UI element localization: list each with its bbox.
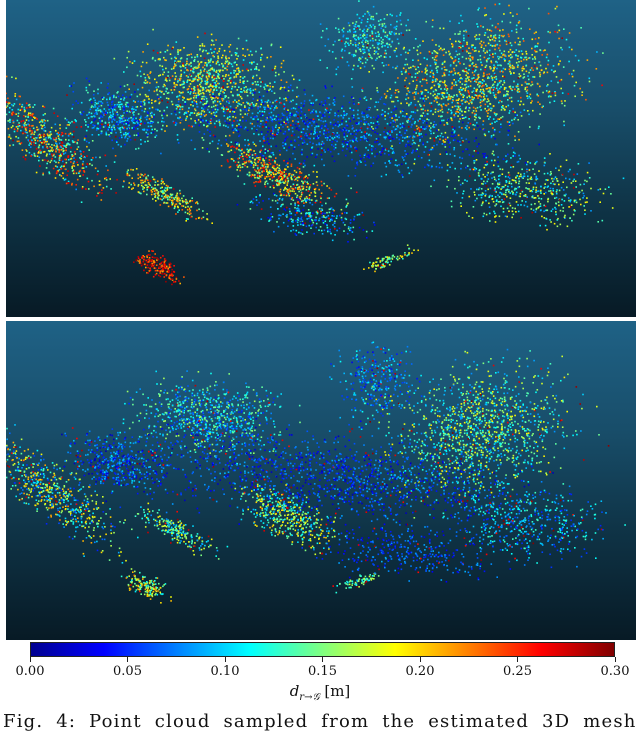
colorbar-tick-label: 0.20: [405, 664, 435, 679]
colorbar-tick-mark: [224, 657, 226, 662]
colorbar-tick-mark: [127, 657, 128, 662]
point-cloud-panel-bottom: [6, 321, 636, 640]
axis-label-subscript: r→𝒢: [299, 692, 320, 703]
point-cloud-top: [6, 0, 625, 286]
colorbar-tick-mark: [322, 657, 323, 662]
colorbar-axis-label: dr→𝒢 [m]: [0, 682, 640, 703]
colorbar-tick-label: 0.30: [600, 664, 630, 679]
colorbar-tick-mark: [614, 657, 616, 662]
colorbar-container: [30, 642, 615, 657]
colorbar-tick-label: 0.05: [113, 664, 142, 679]
point-cloud-points: [6, 0, 625, 286]
axis-label-symbol: d: [289, 682, 300, 700]
colorbar-tick-label: 0.00: [15, 664, 45, 679]
point-cloud-panel-top: [6, 0, 636, 317]
colorbar-tick-label: 0.10: [210, 664, 240, 679]
colorbar-tick-label: 0.15: [308, 664, 337, 679]
point-cloud-bottom: [6, 341, 626, 604]
point-cloud-points: [6, 341, 626, 604]
figure-caption: Fig. 4: Point cloud sampled from the est…: [3, 711, 637, 732]
axis-label-unit: [m]: [324, 682, 351, 700]
colorbar: [30, 642, 615, 657]
colorbar-tick-mark: [517, 657, 518, 662]
colorbar-tick-mark: [419, 657, 421, 662]
colorbar-tick-label: 0.25: [503, 664, 532, 679]
colorbar-tick-mark: [29, 657, 31, 662]
